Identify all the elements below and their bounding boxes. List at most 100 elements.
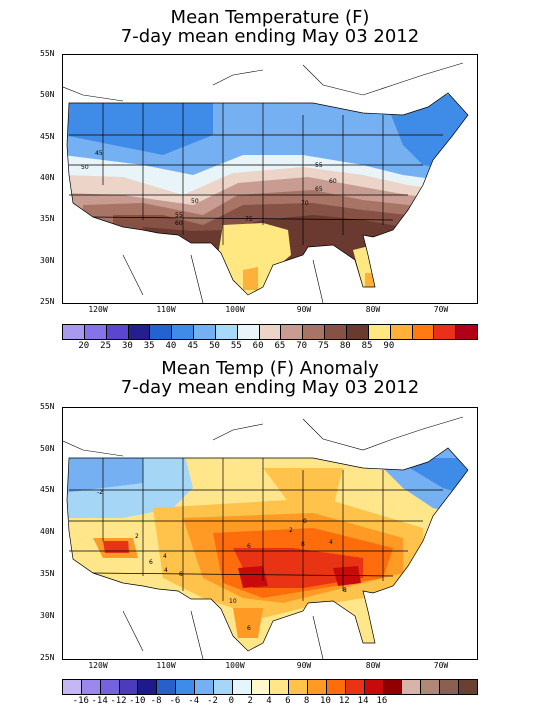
contour-label: 2	[135, 533, 139, 540]
colorbar-label: -8	[150, 696, 162, 706]
colorbar-label: 16	[376, 696, 388, 706]
bottom-lat-label: 45N	[40, 485, 55, 494]
top-lat-label: 35N	[40, 214, 55, 223]
contour-label: 60	[175, 220, 183, 227]
top-map-svg: 45 50 50 55 60 65 70 75 55 60	[63, 62, 469, 303]
colorbar-label: 65	[274, 341, 286, 351]
top-temperature-field	[67, 93, 468, 295]
contour-label: 0	[303, 518, 307, 525]
colorbar-label: 6	[285, 696, 291, 706]
colorbar-swatch	[119, 680, 139, 694]
contour-label: 55	[175, 212, 183, 219]
top-lon-label: 100W	[225, 305, 245, 314]
bottom-lon-label: 110W	[156, 661, 176, 670]
colorbar-swatch	[345, 680, 365, 694]
top-lat-label: 40N	[40, 173, 55, 182]
colorbar-swatch	[194, 325, 216, 339]
top-lat-label: 45N	[40, 132, 55, 141]
contour-label: 50	[191, 198, 199, 205]
contour-label: 8	[301, 541, 305, 548]
top-colorbar	[62, 324, 478, 340]
colorbar-swatch	[232, 680, 252, 694]
colorbar-swatch	[402, 680, 422, 694]
colorbar-label: 80	[339, 341, 351, 351]
bottom-lon-label: 80W	[365, 661, 381, 670]
colorbar-swatch	[176, 680, 196, 694]
bottom-lat-label: 50N	[40, 444, 55, 453]
contour-label: 4	[164, 567, 168, 574]
colorbar-label: 12	[338, 696, 350, 706]
bottom-lon-label: 70W	[433, 661, 449, 670]
top-lon-label: 90W	[296, 305, 312, 314]
top-lon-label: 80W	[365, 305, 381, 314]
colorbar-label: 75	[318, 341, 329, 351]
contour-label: 8	[343, 587, 347, 594]
bottom-lat-label: 40N	[40, 527, 55, 536]
colorbar-label: -2	[207, 696, 218, 706]
colorbar-label: 4	[266, 696, 272, 706]
colorbar-swatch	[459, 680, 477, 694]
bottom-title-line2: 7-day mean ending May 03 2012	[120, 377, 420, 398]
colorbar-label: 20	[78, 341, 90, 351]
bottom-lat-label: 30N	[40, 611, 55, 620]
top-title-line2: 7-day mean ending May 03 2012	[120, 26, 420, 47]
top-lon-label: 70W	[433, 305, 449, 314]
colorbar-swatch	[303, 325, 326, 339]
colorbar-swatch	[364, 680, 384, 694]
contour-label: 6	[149, 559, 153, 566]
colorbar-label: 60	[252, 341, 264, 351]
colorbar-swatch	[346, 325, 369, 339]
colorbar-swatch	[138, 680, 158, 694]
bottom-lon-label: 90W	[296, 661, 312, 670]
colorbar-label: 70	[296, 341, 308, 351]
contour-label: 50	[81, 164, 89, 171]
colorbar-label: 55	[230, 341, 242, 351]
bottom-lon-label: 100W	[225, 661, 245, 670]
contour-label: 55	[315, 162, 323, 169]
bottom-lat-label: 35N	[40, 569, 55, 578]
colorbar-swatch	[106, 325, 129, 339]
bottom-lat-label: 25N	[40, 653, 55, 662]
colorbar-label: 35	[143, 341, 155, 351]
bottom-outside-coast	[63, 416, 464, 659]
contour-label: 2	[289, 527, 293, 534]
colorbar-swatch	[150, 325, 173, 339]
bottom-boundaries	[66, 447, 469, 652]
colorbar-swatch	[128, 325, 151, 339]
colorbar-swatch	[100, 680, 120, 694]
colorbar-swatch	[327, 680, 346, 694]
top-contour-labels: 45 50 50 55 60 65 70 75 55 60	[81, 150, 337, 227]
bottom-map-svg: -2 2 6 4 4 6 2 6 8 4 10 8 6 0	[63, 416, 469, 659]
top-lat-label: 25N	[40, 297, 55, 306]
colorbar-swatch	[440, 680, 460, 694]
colorbar-label: 45	[187, 341, 199, 351]
colorbar-swatch	[81, 680, 101, 694]
colorbar-label: 90	[383, 341, 395, 351]
top-map: 45 50 50 55 60 65 70 75 55 60	[62, 54, 478, 304]
colorbar-swatch	[237, 325, 260, 339]
colorbar-swatch	[383, 680, 403, 694]
colorbar-swatch	[325, 325, 347, 339]
colorbar-swatch	[456, 325, 478, 339]
colorbar-swatch	[281, 325, 304, 339]
contour-label: 65	[315, 186, 323, 193]
colorbar-swatch	[63, 680, 82, 694]
bottom-anomaly-field	[67, 448, 468, 651]
contour-label: 6	[179, 571, 183, 578]
contour-label: 60	[329, 178, 337, 185]
top-lon-label: 110W	[156, 305, 176, 314]
bottom-lat-label: 55N	[40, 402, 55, 411]
colorbar-swatch	[289, 680, 309, 694]
contour-label: -2	[97, 489, 103, 496]
colorbar-label: -4	[188, 696, 200, 706]
colorbar-swatch	[63, 325, 85, 339]
colorbar-swatch	[157, 680, 177, 694]
colorbar-swatch	[421, 680, 441, 694]
colorbar-label: -14	[91, 696, 108, 706]
colorbar-label: 40	[165, 341, 177, 351]
colorbar-swatch	[412, 325, 435, 339]
top-lat-label: 50N	[40, 90, 55, 99]
colorbar-swatch	[390, 325, 413, 339]
contour-label: 10	[229, 598, 237, 605]
colorbar-swatch	[172, 325, 195, 339]
